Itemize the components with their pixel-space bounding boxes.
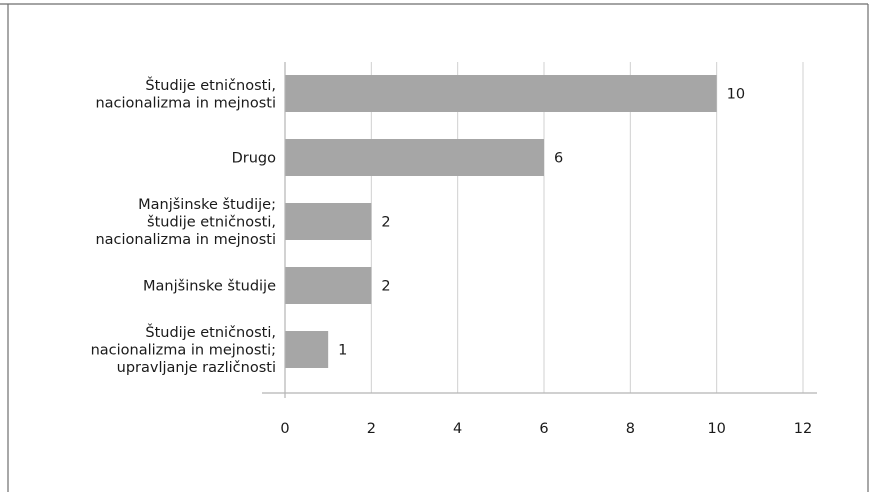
category-label-line: študije etničnosti,	[147, 215, 276, 231]
x-tick-label: 8	[626, 421, 635, 437]
category-label: Manjšinske študije; študije etničnosti, na…	[95, 197, 276, 248]
bar	[285, 331, 329, 368]
category-label-line: nacionalizma in mejnosti;	[91, 343, 276, 359]
data-label: 10	[727, 87, 745, 103]
bar	[285, 75, 717, 112]
bar	[285, 139, 544, 176]
x-tick-label: 0	[280, 421, 289, 437]
category-label: Drugo	[232, 151, 277, 167]
category-label-line: Študije etničnosti,	[145, 323, 276, 341]
x-tick-label: 2	[367, 421, 376, 437]
data-label: 2	[381, 279, 390, 295]
category-label: Manjšinske študije	[143, 279, 276, 295]
category-label-line: nacionalizma in mejnosti	[95, 232, 276, 248]
x-tick-label: 4	[453, 421, 462, 437]
x-tick-label: 6	[539, 421, 548, 437]
category-label-line: Manjšinske študije;	[138, 197, 276, 213]
category-label-line: Manjšinske študije	[143, 279, 276, 295]
category-label-line: Študije etničnosti,	[145, 76, 276, 94]
bar	[285, 203, 372, 240]
category-label: Študije etničnosti, nacionalizma in mejno…	[95, 76, 276, 112]
bar	[285, 267, 372, 304]
category-label-line: upravljanje različnosti	[117, 360, 276, 376]
category-label-line: Drugo	[232, 151, 277, 167]
category-label-line: nacionalizma in mejnosti	[95, 95, 276, 111]
category-label: Študije etničnosti, nacionalizma in mejno…	[91, 323, 276, 376]
data-label: 2	[381, 215, 390, 231]
x-tick-label: 12	[794, 421, 812, 437]
data-label: 6	[554, 151, 563, 167]
data-label: 1	[338, 343, 347, 359]
x-tick-label: 10	[707, 421, 725, 437]
